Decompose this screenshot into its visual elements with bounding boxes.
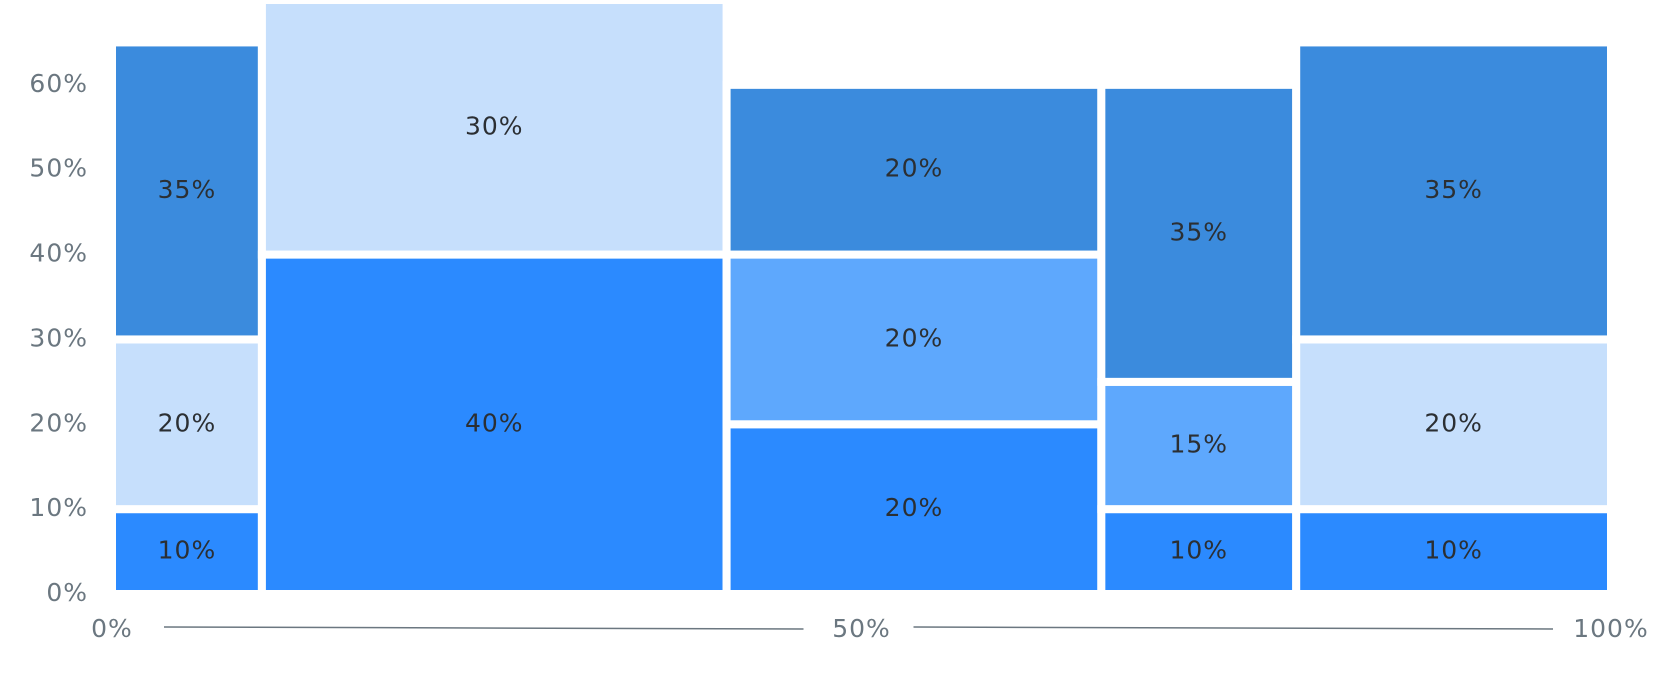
data-label: 20%	[158, 408, 217, 437]
segment	[108, 505, 266, 598]
data-label: 35%	[1169, 217, 1228, 246]
y-tick-label: 20%	[29, 408, 88, 437]
data-label: 20%	[885, 323, 944, 352]
segment	[1292, 38, 1615, 344]
data-label: 20%	[885, 154, 944, 183]
x-axis-line	[913, 626, 1554, 630]
y-tick-label: 10%	[29, 493, 88, 522]
segment	[257, 0, 731, 259]
data-label: 10%	[158, 536, 217, 565]
segment	[1097, 80, 1301, 386]
data-label: 20%	[1424, 408, 1483, 437]
data-label: 20%	[885, 493, 944, 522]
data-label: 15%	[1169, 430, 1228, 459]
y-tick-label: 40%	[29, 239, 88, 268]
x-axis-line	[163, 626, 804, 630]
y-tick-label: 30%	[29, 323, 88, 352]
segment	[1292, 505, 1615, 598]
data-label: 10%	[1169, 536, 1228, 565]
y-tick-label: 0%	[46, 578, 88, 607]
y-tick-label: 60%	[29, 69, 88, 98]
x-tick-label: 0%	[91, 614, 133, 643]
x-tick-label: 100%	[1573, 614, 1648, 643]
segment	[108, 38, 266, 344]
data-label: 40%	[465, 408, 524, 437]
data-label: 35%	[1424, 175, 1483, 204]
data-label: 35%	[158, 175, 217, 204]
data-label: 10%	[1424, 536, 1483, 565]
y-tick-label: 50%	[29, 154, 88, 183]
x-tick-label: 50%	[832, 614, 891, 643]
data-label: 30%	[465, 111, 524, 140]
segment	[108, 335, 266, 514]
